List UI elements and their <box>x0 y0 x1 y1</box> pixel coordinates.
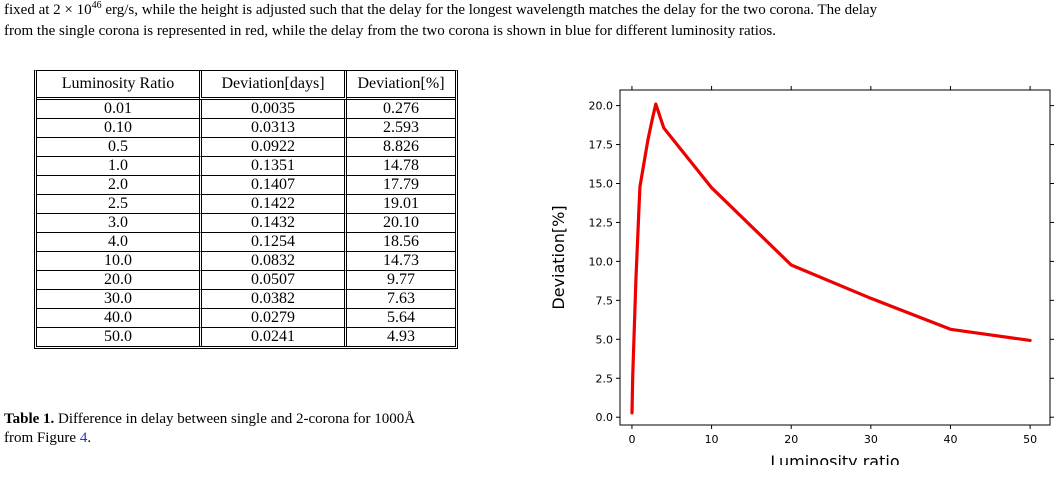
x-tick-label: 30 <box>864 433 878 446</box>
table-row: 20.0 0.0507 9.77 <box>37 270 455 289</box>
cell-deviation-days: 0.0035 <box>199 100 347 118</box>
cell-deviation-days: 0.0382 <box>199 289 347 308</box>
plot-frame <box>619 89 1051 426</box>
cell-deviation-percent: 20.10 <box>347 213 455 232</box>
table-row: 0.5 0.0922 8.826 <box>37 137 455 156</box>
y-tick-label: 12.5 <box>589 216 614 229</box>
cell-luminosity-ratio: 4.0 <box>37 232 199 251</box>
cell-deviation-percent: 18.56 <box>347 232 455 251</box>
cell-luminosity-ratio: 30.0 <box>37 289 199 308</box>
table-row: 4.0 0.1254 18.56 <box>37 232 455 251</box>
table-row: 2.0 0.1407 17.79 <box>37 175 455 194</box>
table-label: Table 1. <box>4 411 55 427</box>
deviation-chart: 0 10 20 30 40 50 0.0 2.5 5.0 7.5 10.0 12.5 15.0 17.5 2… <box>549 86 1054 465</box>
cell-deviation-percent: 19.01 <box>347 194 455 213</box>
cell-luminosity-ratio: 20.0 <box>37 270 199 289</box>
cell-deviation-days: 0.0279 <box>199 308 347 327</box>
table-row: 10.0 0.0832 14.73 <box>37 251 455 270</box>
table-row: 30.0 0.0382 7.63 <box>37 289 455 308</box>
y-tick-label: 2.5 <box>596 372 614 385</box>
y-tick-label: 0.0 <box>596 411 614 424</box>
cell-deviation-percent: 0.276 <box>383 100 419 117</box>
table-row: 0.01 0.0035 0.276 <box>37 100 455 118</box>
cell-deviation-percent: 17.79 <box>347 175 455 194</box>
caption-line-2: from the single corona is represented in… <box>4 23 777 39</box>
cell-luminosity-ratio: 10.0 <box>37 251 199 270</box>
y-axis-label: Deviation[%] <box>549 205 568 309</box>
cell-luminosity-ratio: 1.0 <box>37 156 199 175</box>
cell-deviation-days: 0.0922 <box>199 137 347 156</box>
y-tick-label: 10.0 <box>589 255 614 268</box>
x-tick-label: 20 <box>784 433 798 446</box>
cell-luminosity-ratio: 0.10 <box>37 118 199 137</box>
cell-luminosity-ratio: 2.5 <box>37 194 199 213</box>
cell-deviation-percent: 7.63 <box>347 289 455 308</box>
x-axis-label: Luminosity ratio <box>770 452 899 465</box>
figure-link[interactable]: 4 <box>79 430 88 446</box>
cell-deviation-percent: 14.78 <box>347 156 455 175</box>
luminosity-table: Luminosity Ratio Deviation[days] Deviati… <box>34 70 458 349</box>
table-row: 1.0 0.1351 14.78 <box>37 156 455 175</box>
cell-luminosity-ratio: 40.0 <box>37 308 199 327</box>
cell-deviation-days: 0.0313 <box>199 118 347 137</box>
cell-deviation-days: 0.0507 <box>199 270 347 289</box>
y-tick-label: 15.0 <box>589 177 614 190</box>
x-tick-label: 50 <box>1023 433 1037 446</box>
cell-deviation-days: 0.1407 <box>199 175 347 194</box>
y-tick-label: 20.0 <box>589 100 614 113</box>
figure-caption: fixed at 2 × 1046 erg/s, while the heigh… <box>4 0 1054 42</box>
series-line <box>630 102 1032 415</box>
table-row: 40.0 0.0279 5.64 <box>37 308 455 327</box>
cell-deviation-percent: 8.826 <box>347 137 455 156</box>
cell-deviation-days: 0.1254 <box>199 232 347 251</box>
cell-deviation-days: 0.1351 <box>199 156 347 175</box>
header-luminosity-ratio: Luminosity Ratio <box>37 71 199 100</box>
y-tick-label: 17.5 <box>589 139 614 152</box>
cell-deviation-days: 0.1432 <box>199 213 347 232</box>
table-row: 50.0 0.0241 4.93 <box>37 327 455 346</box>
table-header-row: Luminosity Ratio Deviation[days] Deviati… <box>37 71 455 100</box>
cell-luminosity-ratio: 3.0 <box>37 213 199 232</box>
table-row: 0.10 0.0313 2.593 <box>37 118 455 137</box>
cell-deviation-percent: 2.593 <box>347 118 455 137</box>
x-tick-label: 0 <box>628 433 635 446</box>
cell-deviation-days: 0.0241 <box>199 327 347 346</box>
x-tick-label: 10 <box>705 433 719 446</box>
table-caption: Table 1. Difference in delay between sin… <box>4 411 416 446</box>
cell-luminosity-ratio: 0.01 <box>104 100 132 117</box>
cell-deviation-percent: 9.77 <box>347 270 455 289</box>
cell-luminosity-ratio: 50.0 <box>37 327 199 346</box>
y-tick-label: 7.5 <box>596 294 614 307</box>
cell-deviation-percent: 14.73 <box>347 251 455 270</box>
table-row: 2.5 0.1422 19.01 <box>37 194 455 213</box>
y-tick-label: 5.0 <box>596 333 614 346</box>
cell-deviation-percent: 5.64 <box>347 308 455 327</box>
cell-luminosity-ratio: 0.5 <box>37 137 199 156</box>
cell-luminosity-ratio: 2.0 <box>37 175 199 194</box>
cell-deviation-days: 0.0832 <box>199 251 347 270</box>
table-row: 3.0 0.1432 20.10 <box>37 213 455 232</box>
cell-deviation-days: 0.1422 <box>199 194 347 213</box>
header-deviation-days: Deviation[days] <box>199 71 347 100</box>
caption-line-1: fixed at 2 × 1046 erg/s, while the heigh… <box>4 0 878 19</box>
header-deviation-percent: Deviation[%] <box>347 71 455 100</box>
cell-deviation-percent: 4.93 <box>347 327 455 346</box>
x-tick-label: 40 <box>943 433 957 446</box>
